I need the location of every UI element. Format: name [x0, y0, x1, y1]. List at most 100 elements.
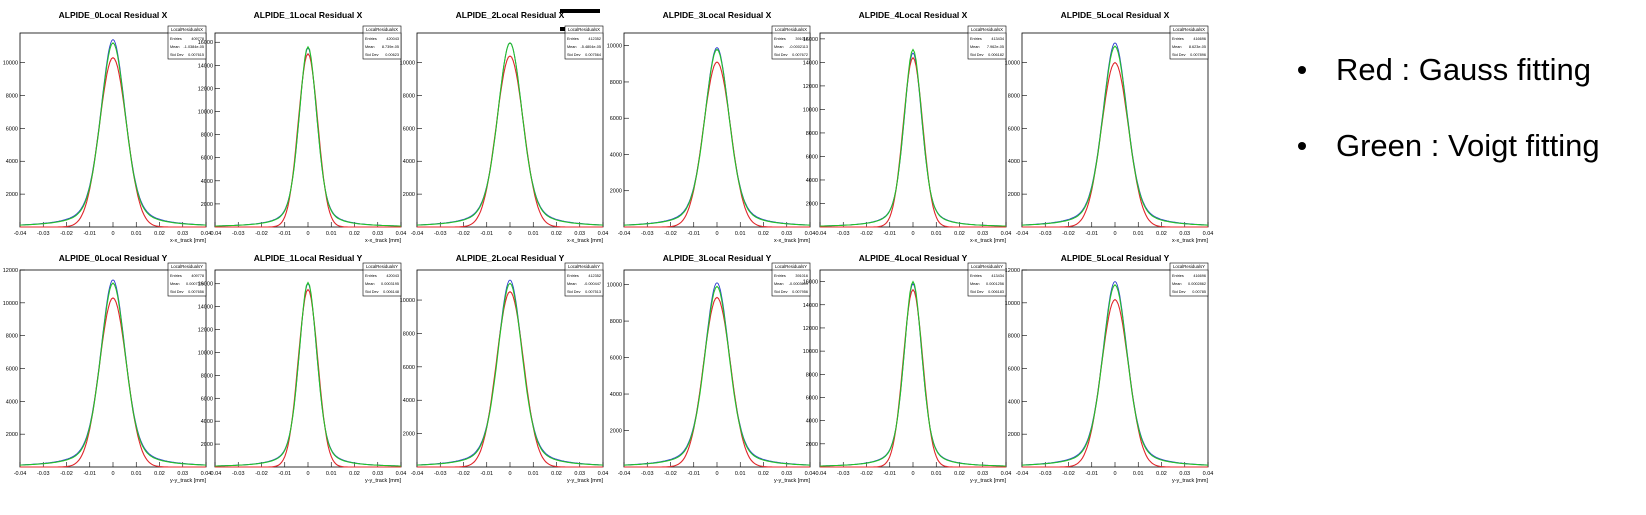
stats-box: [771, 25, 811, 60]
x-tick-label: 0.03: [372, 231, 383, 237]
voigt-fit-curve: [820, 280, 1006, 467]
x-tick-label: 0.02: [154, 471, 165, 477]
panel-title: ALPIDE_1Local Residual Y: [254, 253, 363, 263]
data-histogram: [1022, 280, 1208, 466]
stats-label: Entries: [774, 37, 786, 41]
x-tick-label: 0.04: [805, 231, 816, 237]
x-tick-label: 0.03: [574, 231, 585, 237]
stats-value: 0.00623: [385, 53, 399, 57]
x-tick-label: 0.02: [954, 231, 965, 237]
panel-title: ALPIDE_3Local Residual X: [663, 10, 772, 20]
stats-box: [564, 25, 604, 60]
x-tick-label: 0.03: [781, 471, 792, 477]
x-tick-label: 0: [1113, 471, 1116, 477]
stats-value: 0.0007376: [186, 282, 204, 286]
gauss-fit-curve: [1022, 61, 1208, 228]
stats-value: 8.739e-05: [382, 45, 399, 49]
x-tick-label: -0.03: [837, 471, 850, 477]
data-histogram: [20, 279, 206, 466]
y-tick-label: 2000: [201, 442, 213, 448]
x-tick-label: -0.04: [14, 231, 27, 237]
plot-frame: [819, 32, 1007, 228]
plot-frame: [214, 32, 402, 228]
stats-label: Mean: [170, 45, 180, 49]
x-axis-label: x-x_track [mm]: [1172, 238, 1209, 244]
histogram-panel: ALPIDE_4Local Residual X 2000 4000 6000 8000…: [803, 10, 1012, 244]
stats-value: 391016: [795, 37, 808, 41]
y-tick-label: 8000: [806, 372, 818, 378]
x-tick-label: -0.01: [687, 471, 700, 477]
y-tick-label: 6000: [610, 116, 622, 122]
y-tick-label: 8000: [201, 133, 213, 139]
stats-value: -0.0002113: [789, 45, 808, 49]
stats-label: Std Dev: [774, 290, 788, 294]
x-tick-label: -0.02: [255, 471, 268, 477]
y-tick-label: 4000: [6, 159, 18, 165]
x-tick-label: 0.01: [1133, 231, 1144, 237]
x-tick-label: 0.03: [177, 231, 188, 237]
data-histogram: [624, 282, 810, 466]
stats-box: [167, 262, 207, 297]
voigt-fit-curve: [19, 42, 207, 226]
stats-label: Entries: [1172, 37, 1184, 41]
y-tick-label: 8000: [403, 93, 415, 99]
x-tick-label: 0.02: [349, 471, 360, 477]
x-tick-label: -0.04: [209, 471, 222, 477]
stats-label: Std Dev: [365, 290, 379, 294]
voigt-fit-curve: [1022, 284, 1208, 466]
x-tick-label: 0.04: [1203, 471, 1214, 477]
y-tick-label: 12000: [1005, 268, 1020, 274]
stats-label: Mean: [774, 282, 784, 286]
x-axis-label: y-y_track [mm]: [774, 478, 811, 484]
stats-label: Std Dev: [970, 53, 984, 57]
x-tick-label: -0.02: [860, 231, 873, 237]
gauss-fit-curve: [215, 52, 401, 228]
stats-label: Mean: [567, 282, 577, 286]
x-tick-label: 0.02: [1156, 231, 1167, 237]
x-tick-label: -0.03: [1039, 231, 1052, 237]
data-histogram: [820, 283, 1006, 467]
stats-value: 0.006183: [988, 290, 1004, 294]
x-tick-label: 0.01: [131, 231, 142, 237]
stats-value: 0.0002862: [1188, 282, 1206, 286]
x-tick-label: 0.04: [598, 471, 609, 477]
stats-label: Entries: [970, 37, 982, 41]
y-tick-label: 4000: [610, 392, 622, 398]
panel-title: ALPIDE_4Local Residual X: [859, 10, 968, 20]
x-tick-label: -0.04: [814, 471, 827, 477]
stats-value: 0.007513: [585, 290, 601, 294]
panel-title: ALPIDE_0Local Residual Y: [59, 253, 168, 263]
y-tick-label: 8000: [1008, 334, 1020, 340]
y-tick-label: 8000: [806, 131, 818, 137]
panel-title: ALPIDE_1Local Residual X: [254, 10, 363, 20]
x-tick-label: -0.01: [83, 471, 96, 477]
x-tick-label: 0.03: [1179, 231, 1190, 237]
stats-value: -0.000447: [584, 282, 601, 286]
x-tick-label: 0.04: [1001, 231, 1012, 237]
x-tick-label: -0.02: [60, 231, 73, 237]
stats-value: 416696: [1193, 274, 1206, 278]
x-tick-label: -0.02: [60, 471, 73, 477]
x-tick-label: 0.04: [201, 231, 212, 237]
y-tick-label: 8000: [403, 331, 415, 337]
x-tick-label: -0.03: [232, 231, 245, 237]
stats-label: Std Dev: [170, 53, 184, 57]
stats-value: 0.007896: [1190, 53, 1206, 57]
stats-label: Entries: [774, 274, 786, 278]
y-tick-label: 8000: [201, 373, 213, 379]
x-axis-label: y-y_track [mm]: [365, 478, 402, 484]
y-tick-label: 2000: [6, 432, 18, 438]
stats-value: 0.007656: [188, 290, 204, 294]
y-tick-label: 2000: [1008, 192, 1020, 198]
stats-box: [1169, 262, 1209, 297]
x-axis-label: y-y_track [mm]: [970, 478, 1007, 484]
voigt-fit-curve: [416, 42, 604, 226]
stats-box: [967, 262, 1007, 297]
stats-box: [967, 25, 1007, 60]
stats-label: Mean: [365, 45, 375, 49]
stats-label: Mean: [170, 282, 180, 286]
histogram-panel: ALPIDE_5Local Residual X 2000 4000 6000 8000…: [1005, 10, 1214, 244]
x-tick-label: 0.02: [349, 231, 360, 237]
x-tick-label: -0.02: [860, 471, 873, 477]
x-tick-label: -0.01: [480, 471, 493, 477]
